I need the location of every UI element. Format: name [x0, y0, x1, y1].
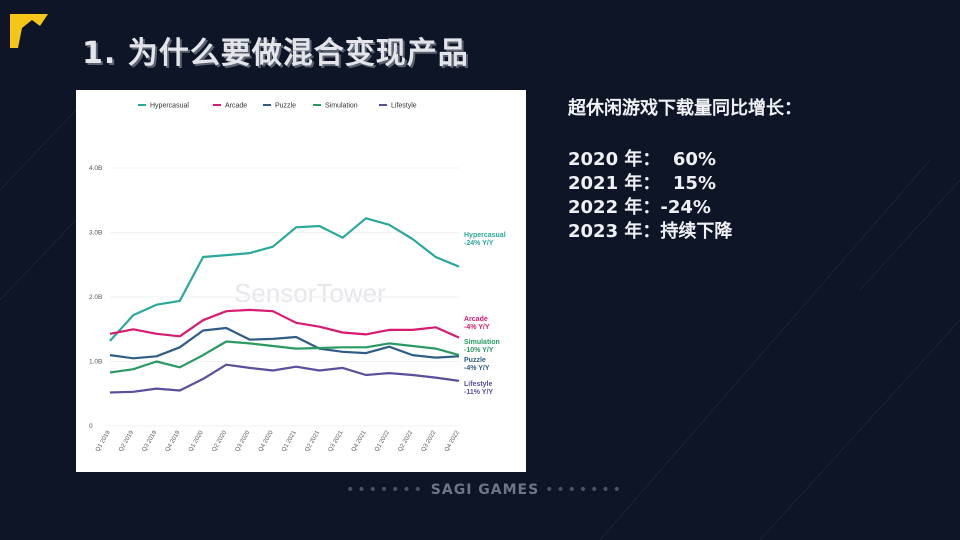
end-change-simulation: -10% Y/Y	[464, 347, 494, 354]
chart-series	[109, 217, 460, 394]
y-tick-label: 4.0B	[89, 165, 102, 172]
line-chart-card: Hypercasual Arcade Puzzle Simulation Lifesty…	[76, 90, 526, 472]
x-tick-label: Q3 2020	[235, 429, 252, 453]
series-line-simulation	[109, 340, 460, 374]
series-line-puzzle	[109, 326, 460, 360]
x-tick-label: Q2 2022	[397, 429, 414, 453]
x-axis: Q1 2019 Q2 2019 Q3 2019 Q4 2019 Q1 2020 Q2 20…	[95, 429, 461, 453]
y-axis: 0 1.0B 2.0B 3.0B 4.0B	[89, 165, 102, 430]
footer-dots-left: •••••••	[346, 482, 425, 498]
x-tick-label: Q2 2020	[211, 429, 228, 453]
x-tick-label: Q3 2021	[328, 429, 345, 453]
footer: ••••••• SAGI GAMES •••••••	[340, 482, 630, 498]
x-tick-label: Q2 2021	[304, 429, 321, 453]
chart-legend: Hypercasual Arcade Puzzle Simulation Lifesty…	[138, 103, 417, 110]
line-chart: Hypercasual Arcade Puzzle Simulation Lifesty…	[89, 103, 506, 453]
y-tick-label: 1.0B	[89, 359, 102, 366]
slide-title: 1. 为什么要做混合变现产品	[82, 36, 469, 71]
legend-label-simulation: Simulation	[325, 103, 358, 110]
end-label-hypercasual: Hypercasual	[464, 232, 506, 239]
x-tick-label: Q4 2019	[165, 429, 182, 453]
chart-watermark: SensorTower	[234, 278, 386, 308]
x-tick-label: Q3 2022	[421, 429, 438, 453]
y-tick-label: 2.0B	[89, 294, 102, 301]
brand-logo-icon	[10, 14, 48, 48]
footer-brand: SAGI GAMES	[430, 482, 540, 498]
legend-label-arcade: Arcade	[225, 103, 247, 110]
stats-panel: 超休闲游戏下载量同比增长： 2020 年： 60% 2021 年： 15% 20…	[568, 94, 802, 244]
x-tick-label: Q4 2020	[258, 429, 275, 453]
legend-label-puzzle: Puzzle	[275, 103, 296, 110]
end-label-arcade: Arcade	[464, 316, 488, 323]
x-tick-label: Q3 2019	[142, 429, 159, 453]
footer-dots-right: •••••••	[545, 482, 624, 498]
x-tick-label: Q1 2020	[188, 429, 205, 453]
x-tick-label: Q4 2021	[351, 429, 368, 453]
series-line-hypercasual	[109, 217, 460, 342]
stats-line-2022: 2022 年：-24%	[568, 197, 711, 218]
stats-line-2023: 2023 年：持续下降	[568, 221, 733, 242]
series-line-lifestyle	[109, 363, 460, 394]
x-tick-label: Q1 2019	[95, 429, 112, 453]
legend-label-lifestyle: Lifestyle	[391, 103, 417, 110]
end-change-puzzle: -4% Y/Y	[464, 365, 490, 372]
x-tick-label: Q2 2019	[118, 429, 135, 453]
stats-heading: 超休闲游戏下载量同比增长：	[568, 98, 802, 119]
chart-gridlines	[110, 167, 459, 427]
legend-label-hypercasual: Hypercasual	[150, 103, 189, 110]
end-label-puzzle: Puzzle	[464, 357, 486, 364]
end-label-simulation: Simulation	[464, 339, 500, 346]
end-label-lifestyle: Lifestyle	[464, 381, 493, 388]
y-tick-label: 3.0B	[89, 230, 102, 237]
stats-line-2020: 2020 年： 60%	[568, 149, 716, 170]
end-change-arcade: -4% Y/Y	[464, 324, 490, 331]
end-change-lifestyle: -11% Y/Y	[464, 389, 493, 396]
x-tick-label: Q4 2022	[444, 429, 461, 453]
series-line-arcade	[109, 308, 460, 339]
y-tick-label: 0	[89, 423, 93, 430]
x-tick-label: Q1 2022	[374, 429, 391, 453]
stats-line-2021: 2021 年： 15%	[568, 173, 716, 194]
x-tick-label: Q1 2021	[281, 429, 298, 453]
end-change-hypercasual: -24% Y/Y	[464, 240, 494, 247]
